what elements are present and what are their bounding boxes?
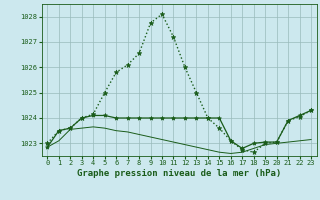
X-axis label: Graphe pression niveau de la mer (hPa): Graphe pression niveau de la mer (hPa) <box>77 169 281 178</box>
